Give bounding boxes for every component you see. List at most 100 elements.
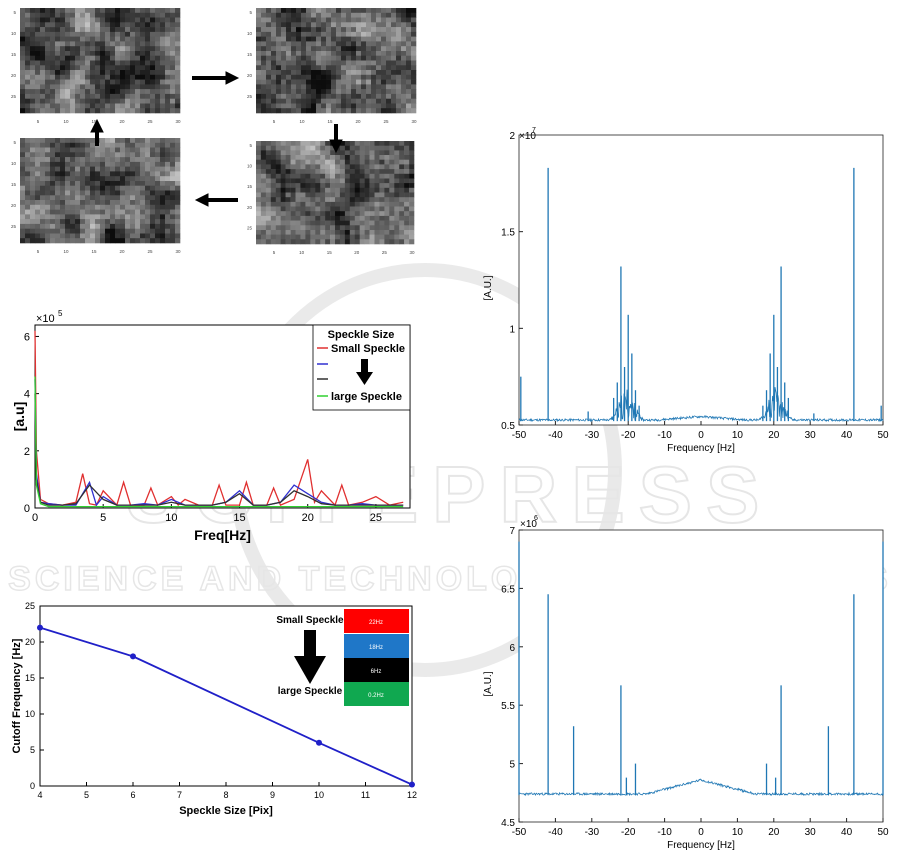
- speckle-pixel: [290, 234, 296, 240]
- speckle-pixel: [95, 181, 101, 187]
- speckle-pixel: [170, 55, 176, 61]
- speckle-pixel: [60, 22, 66, 28]
- speckle-pixel: [155, 171, 161, 177]
- speckle-pixel: [295, 178, 301, 184]
- speckle-pixel: [394, 211, 400, 217]
- speckle-pixel: [300, 220, 306, 226]
- speckle-pixel: [291, 51, 297, 57]
- speckle-pixel: [296, 55, 302, 61]
- speckle-pixel: [271, 108, 277, 114]
- speckle-pixel: [100, 22, 106, 28]
- speckle-pixel: [376, 89, 382, 95]
- speckle-pixel: [399, 183, 405, 189]
- speckle-pixel: [310, 141, 316, 146]
- speckle-pixel: [281, 79, 287, 85]
- speckle-pixel: [140, 60, 146, 66]
- speckle-pixel: [75, 41, 81, 47]
- speckle-pixel: [356, 93, 362, 99]
- speckle-pixel: [95, 70, 101, 76]
- speckle-pixel: [30, 27, 36, 33]
- speckle-pixel: [344, 145, 351, 151]
- speckle-pixel: [374, 141, 380, 146]
- x-tick-label: 9: [270, 790, 275, 800]
- speckle-pixel: [276, 60, 282, 66]
- speckle-pixel: [60, 161, 66, 167]
- speckle-pixel: [140, 89, 146, 95]
- speckle-pixel: [130, 79, 136, 85]
- speckle-pixel: [384, 164, 390, 170]
- speckle-pixel: [35, 147, 41, 153]
- speckle-pixel: [404, 239, 410, 245]
- speckle-pixel: [30, 98, 36, 104]
- speckle-pixel: [409, 225, 415, 231]
- speckle-pixel: [326, 79, 332, 85]
- speckle-pixel: [100, 103, 106, 109]
- speckle-pixel: [170, 161, 176, 167]
- speckle-pixel: [20, 98, 26, 104]
- speckle-pixel: [356, 12, 362, 18]
- speckle-pixel: [335, 206, 341, 212]
- speckle-pixel: [25, 12, 31, 18]
- speckle-pixel: [25, 209, 31, 215]
- speckle-pixel: [291, 55, 297, 61]
- speckle-pixel: [165, 22, 171, 28]
- speckle-pixel: [285, 145, 291, 151]
- speckle-pixel: [50, 161, 56, 167]
- speckle-pixel: [376, 8, 382, 14]
- speckle-pixel: [155, 60, 161, 66]
- speckle-pixel: [364, 150, 370, 156]
- speckle-pixel: [90, 12, 96, 18]
- speckle-pixel: [20, 89, 26, 95]
- speckle-pixel: [399, 215, 405, 221]
- legend-title: Speckle Size: [328, 329, 395, 341]
- speckle-pixel: [381, 36, 387, 42]
- speckle-pixel: [160, 89, 166, 95]
- speckle-pixel: [100, 204, 106, 210]
- speckle-pixel: [60, 181, 66, 187]
- speckle-pixel: [344, 220, 351, 226]
- speckle-pixel: [105, 200, 111, 206]
- speckle-pixel: [281, 89, 287, 95]
- speckle-pixel: [40, 8, 46, 14]
- speckle-pixel: [120, 74, 126, 80]
- speckle-pixel: [75, 152, 81, 158]
- speckle-pixel: [160, 181, 166, 187]
- speckle-pixel: [256, 230, 262, 235]
- speckle-pixel: [100, 138, 106, 144]
- speckle-pixel: [404, 230, 410, 235]
- speckle-pixel: [285, 164, 291, 170]
- speckle-pixel: [170, 74, 176, 80]
- speckle-pixel: [271, 98, 277, 104]
- speckle-pixel: [35, 22, 41, 28]
- speckle-pixel: [275, 215, 281, 221]
- speckle-pixel: [35, 161, 41, 167]
- speckle-pixel: [145, 147, 151, 153]
- speckle-pixel: [296, 22, 302, 28]
- speckle-pixel: [65, 41, 71, 47]
- speckle-pixel: [261, 55, 267, 61]
- speckle-pixel: [55, 22, 61, 28]
- speckle-pixel: [369, 225, 375, 231]
- speckle-pixel: [386, 98, 392, 104]
- speckle-pixel: [60, 98, 66, 104]
- speckle-pixel: [371, 98, 377, 104]
- speckle-pixel: [369, 220, 375, 226]
- speckle-pixel: [160, 152, 166, 158]
- speckle-pixel: [175, 108, 181, 114]
- speckle-pixel: [359, 169, 365, 175]
- speckle-pixel: [316, 55, 322, 61]
- speckle-pixel: [170, 181, 176, 187]
- speckle-pixel: [366, 27, 372, 33]
- speckle-pixel: [115, 93, 121, 99]
- speckle-pixel: [379, 215, 385, 221]
- speckle-pixel: [160, 8, 166, 14]
- speckle-pixel: [301, 60, 307, 66]
- speckle-pixel: [145, 214, 151, 220]
- speckle-tick-label: 20: [11, 203, 17, 208]
- speckle-pixel: [130, 219, 136, 225]
- speckle-pixel: [280, 201, 286, 207]
- speckle-pixel: [165, 108, 171, 114]
- speckle-pixel: [85, 74, 91, 80]
- speckle-pixel: [261, 12, 267, 18]
- x-tick-label: 4: [37, 790, 42, 800]
